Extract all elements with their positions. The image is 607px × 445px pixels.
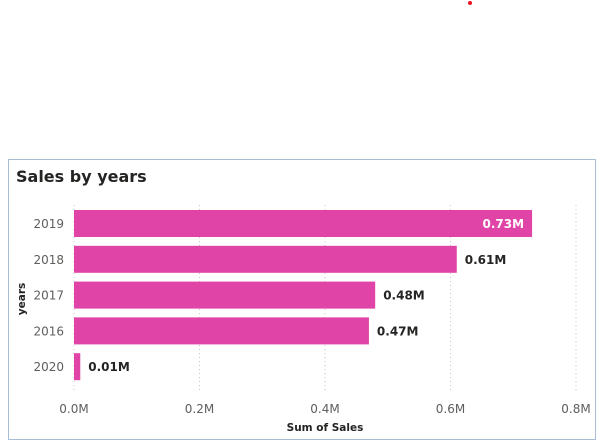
x-axis-labels: 0.0M 0.2M 0.4M 0.6M 0.8M: [59, 402, 590, 416]
y-axis-title: years: [16, 283, 28, 315]
data-labels: 0.73M 0.61M 0.48M 0.47M 0.01M: [88, 217, 524, 374]
bars: [74, 210, 533, 381]
bar-chart-visual[interactable]: Sales by years 2019 2018 2017 2016 2020 0.0M…: [8, 159, 596, 440]
x-tick-label: 0.0M: [59, 402, 88, 416]
bar-2018[interactable]: [74, 245, 457, 273]
y-tick-label-2017: 2017: [33, 289, 64, 303]
bar-2017[interactable]: [74, 281, 376, 309]
data-label-2019: 0.73M: [483, 217, 525, 231]
status-dot-icon: [468, 1, 472, 5]
x-tick-label: 0.4M: [310, 402, 339, 416]
x-tick-label: 0.8M: [561, 402, 590, 416]
data-label-2016: 0.47M: [377, 324, 419, 338]
data-label-2017: 0.48M: [383, 289, 425, 303]
y-axis-labels: 2019 2018 2017 2016 2020: [33, 217, 64, 374]
bar-2016[interactable]: [74, 317, 369, 345]
x-tick-label: 0.6M: [436, 402, 465, 416]
data-label-2020: 0.01M: [88, 360, 130, 374]
bar-2019[interactable]: [74, 210, 533, 237]
x-tick-label: 0.2M: [185, 402, 214, 416]
data-label-2018: 0.61M: [465, 253, 507, 267]
bar-2020[interactable]: [74, 353, 81, 381]
x-axis-title: Sum of Sales: [287, 422, 364, 434]
y-tick-label-2019: 2019: [33, 217, 64, 231]
chart-title: Sales by years: [16, 167, 147, 186]
y-tick-label-2016: 2016: [33, 324, 64, 338]
bar-chart-svg: 2019 2018 2017 2016 2020 0.0M 0.2M 0.4M 0.6M 0.8…: [16, 205, 591, 434]
y-tick-label-2020: 2020: [33, 360, 64, 374]
y-tick-label-2018: 2018: [33, 253, 64, 267]
